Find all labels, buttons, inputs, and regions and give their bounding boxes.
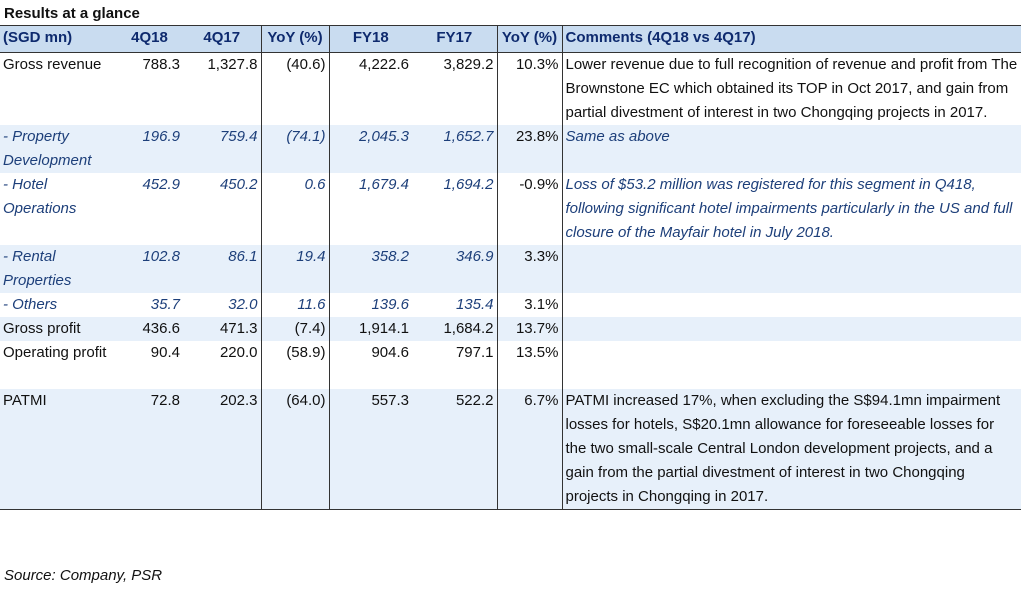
cell-4q18: 90.4 <box>150 344 180 361</box>
cell-comment: Same as above <box>562 125 1021 173</box>
cell-yoy-year: 13.5% <box>497 341 563 389</box>
header-comments: Comments (4Q18 vs 4Q17) <box>562 25 1021 53</box>
cell-fy17: 135.4 <box>412 293 498 317</box>
cell-fy18: 1,914.1 <box>329 317 412 341</box>
header-row: (SGD mn) 4Q18 4Q17 YoY (%) FY18 FY17 YoY… <box>0 25 1021 53</box>
header-sgd-mn: (SGD mn) <box>0 25 116 53</box>
cell-yoy-quarter: (7.4) <box>261 317 330 341</box>
table-row: Operating profit 90.4 220.0 (58.9) 904.6… <box>0 341 1021 389</box>
header-4q18: 4Q18 <box>116 25 183 53</box>
cell-yoy-year: 13.7% <box>497 317 563 341</box>
cell-4q18: 196.9 <box>116 125 183 173</box>
row-label: - Hotel Operations <box>3 176 77 217</box>
cell-yoy-year: 6.7% <box>497 389 563 510</box>
table-row: - Property Development 196.9 759.4 (74.1… <box>0 125 1021 173</box>
cell-4q18: 452.9 <box>142 176 180 193</box>
table-row: PATMI 72.8 202.3 (64.0) 557.3 522.2 6.7%… <box>0 389 1021 510</box>
cell-4q18: 436.6 <box>116 317 183 341</box>
cell-yoy-year: 23.8% <box>497 125 563 173</box>
cell-yoy-quarter: (40.6) <box>261 52 330 125</box>
cell-4q18: 72.8 <box>116 389 183 510</box>
header-yoy-quarter: YoY (%) <box>261 25 330 53</box>
cell-yoy-year: 3.3% <box>497 245 563 293</box>
cell-yoy-year: -0.9% <box>497 173 563 245</box>
cell-comment: Loss of $53.2 million was registered for… <box>565 176 1013 241</box>
cell-4q17: 86.1 <box>183 245 262 293</box>
cell-4q17: 471.3 <box>183 317 262 341</box>
cell-fy17: 346.9 <box>412 245 498 293</box>
cell-fy17: 1,694.2 <box>412 173 498 245</box>
cell-4q17: 202.3 <box>183 389 262 510</box>
cell-4q18: 102.8 <box>116 245 183 293</box>
header-fy18: FY18 <box>329 25 412 53</box>
cell-yoy-year: 3.1% <box>497 293 563 317</box>
cell-4q17: 759.4 <box>183 125 262 173</box>
cell-fy18: 1,679.4 <box>358 176 409 193</box>
row-label: - Others <box>3 296 58 313</box>
row-label: - Rental Properties <box>0 245 116 293</box>
header-fy17: FY17 <box>412 25 498 53</box>
row-label: Gross profit <box>0 317 116 341</box>
cell-yoy-quarter: 19.4 <box>261 245 330 293</box>
table-row: - Others 35.7 32.0 11.6 139.6 135.4 3.1% <box>0 293 1021 317</box>
header-4q17: 4Q17 <box>183 25 262 53</box>
cell-comment: Lower revenue due to full recognition of… <box>565 56 1018 121</box>
cell-fy18: 557.3 <box>329 389 412 510</box>
table-row: Gross profit 436.6 471.3 (7.4) 1,914.1 1… <box>0 317 1021 341</box>
cell-comment <box>562 341 1021 389</box>
row-label: Gross revenue <box>3 56 102 73</box>
cell-yoy-year: 10.3% <box>497 52 563 125</box>
cell-fy17: 3,829.2 <box>412 52 498 125</box>
cell-yoy-quarter: (58.9) <box>261 341 330 389</box>
cell-4q17: 1,327.8 <box>183 52 262 125</box>
cell-4q17: 450.2 <box>183 173 262 245</box>
cell-comment <box>562 317 1021 341</box>
cell-fy18: 4,222.6 <box>358 56 409 73</box>
cell-fy17: 522.2 <box>412 389 498 510</box>
cell-fy17: 797.1 <box>412 341 498 389</box>
table-row: Gross revenue 788.3 1,327.8 (40.6) 4,222… <box>0 52 1021 125</box>
cell-comment <box>562 293 1021 317</box>
table-row: - Rental Properties 102.8 86.1 19.4 358.… <box>0 245 1021 293</box>
cell-fy17: 1,684.2 <box>412 317 498 341</box>
table-title: Results at a glance <box>4 5 140 22</box>
cell-yoy-quarter: 0.6 <box>261 173 330 245</box>
cell-4q18: 35.7 <box>150 296 180 313</box>
cell-yoy-quarter: (74.1) <box>261 125 330 173</box>
cell-yoy-quarter: (64.0) <box>261 389 330 510</box>
cell-fy18: 2,045.3 <box>329 125 412 173</box>
row-label: - Property Development <box>0 125 116 173</box>
source-note: Source: Company, PSR <box>4 567 163 584</box>
cell-fy17: 1,652.7 <box>412 125 498 173</box>
cell-comment: PATMI increased 17%, when excluding the … <box>562 389 1021 510</box>
cell-comment <box>562 245 1021 293</box>
cell-yoy-quarter: 11.6 <box>261 293 330 317</box>
cell-fy18: 139.6 <box>371 296 409 313</box>
row-label: Operating profit <box>3 344 107 361</box>
header-yoy-year: YoY (%) <box>497 25 563 53</box>
results-table: (SGD mn) 4Q18 4Q17 YoY (%) FY18 FY17 YoY… <box>0 25 1021 510</box>
cell-4q17: 32.0 <box>183 293 262 317</box>
row-label: PATMI <box>0 389 116 510</box>
cell-fy18: 904.6 <box>371 344 409 361</box>
cell-4q18: 788.3 <box>142 56 180 73</box>
table-row: - Hotel Operations 452.9 450.2 0.6 1,679… <box>0 173 1021 245</box>
cell-fy18: 358.2 <box>329 245 412 293</box>
cell-4q17: 220.0 <box>183 341 262 389</box>
